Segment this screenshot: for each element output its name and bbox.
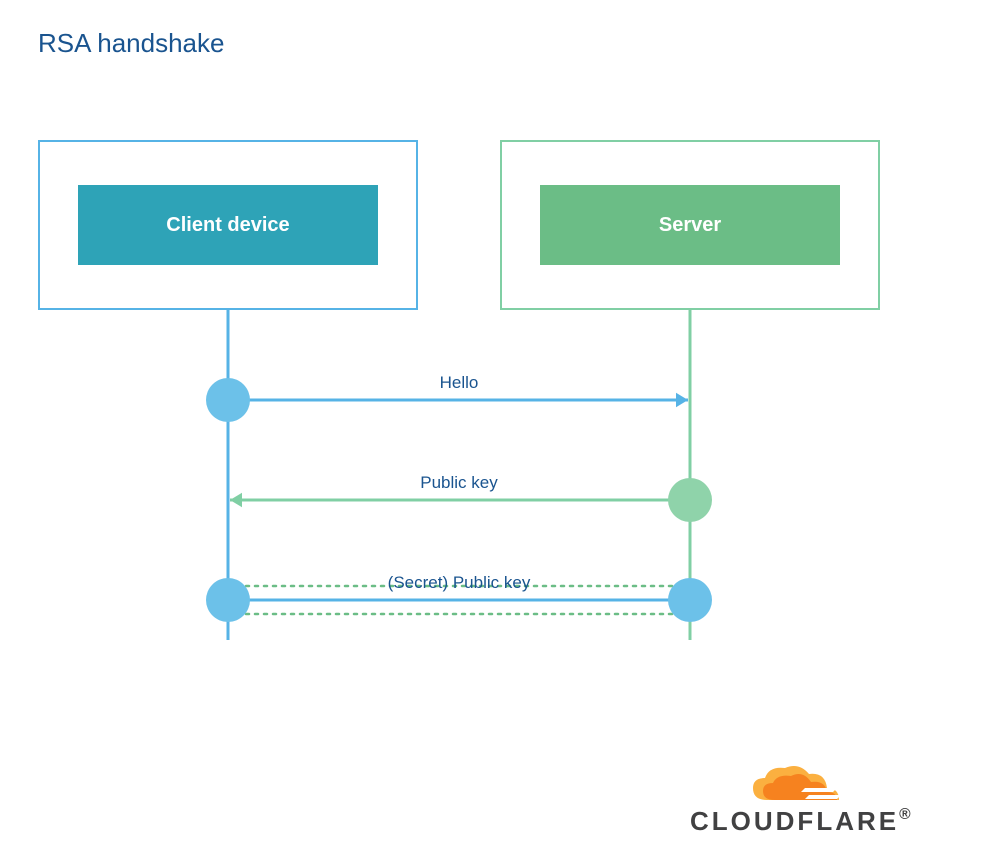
cloudflare-cloud-icon [747,760,857,810]
svg-text:(Secret) Public key: (Secret) Public key [388,573,531,592]
cloudflare-wordmark: CLOUDFLARE® [690,806,914,837]
cloudflare-logo: CLOUDFLARE® [690,760,914,837]
svg-text:Hello: Hello [440,373,479,392]
svg-text:Public key: Public key [420,473,498,492]
sequence-diagram: Hello Public key (Secret) Public key [0,0,1007,868]
